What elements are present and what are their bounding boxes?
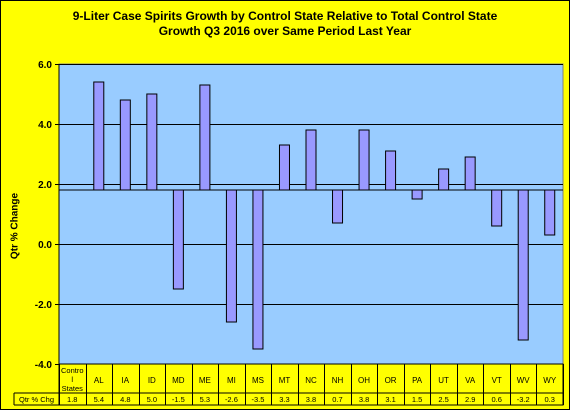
chart-title-line-1: 9-Liter Case Spirits Growth by Control S…	[72, 9, 498, 23]
data-value-label: 0.7	[332, 395, 342, 404]
x-category-label: MT	[279, 376, 291, 385]
bar-ms	[252, 189, 264, 350]
data-value-label: 5.4	[94, 395, 104, 404]
data-value-label: 4.8	[120, 395, 130, 404]
bar-ia	[119, 99, 131, 191]
x-category-label: OH	[358, 376, 370, 385]
data-table	[58, 363, 564, 406]
data-value-label: 3.3	[279, 395, 289, 404]
bar-nc	[305, 129, 317, 191]
data-value-label: 3.8	[359, 395, 369, 404]
x-category-label: AL	[94, 376, 104, 385]
data-value-label: -2.6	[225, 395, 238, 404]
data-value-label: 0.6	[491, 395, 501, 404]
data-value-label: -3.2	[517, 395, 530, 404]
x-category-label: ME	[199, 376, 211, 385]
x-category-label: VT	[492, 376, 502, 385]
data-value-label: 3.8	[306, 395, 316, 404]
data-value-label: 2.9	[465, 395, 475, 404]
bar-wy	[544, 189, 556, 236]
data-table-row-label: Qtr % Chg	[19, 395, 54, 404]
y-tick-label: 4.0	[38, 120, 52, 131]
x-category-label: WY	[543, 376, 557, 385]
chart-title-line-2: Growth Q3 2016 over Same Period Last Yea…	[158, 24, 412, 38]
x-category-label: MI	[227, 376, 236, 385]
bar-mt	[278, 144, 290, 191]
data-value-label: 5.0	[147, 395, 157, 404]
control-states-category-label: Contro	[61, 366, 84, 375]
y-tick-label: -4.0	[35, 360, 53, 371]
x-category-label: UT	[438, 376, 449, 385]
chart-title: 9-Liter Case Spirits Growth by Control S…	[1, 9, 569, 39]
plot-area	[58, 63, 564, 365]
y-tick-label: 0.0	[38, 240, 52, 251]
x-category-label: OR	[385, 376, 397, 385]
bar-me	[199, 84, 211, 191]
x-category-label: PA	[412, 376, 423, 385]
control-states-category-label: States	[62, 384, 84, 393]
x-category-label: ID	[148, 376, 156, 385]
y-tick-label: -2.0	[35, 300, 53, 311]
x-category-label: VA	[465, 376, 476, 385]
x-category-label: MS	[252, 376, 264, 385]
control-states-value-label: 1.8	[67, 395, 77, 404]
data-value-label: 1.5	[412, 395, 422, 404]
bar-id	[146, 93, 158, 191]
bar-pa	[411, 189, 423, 200]
data-value-label: 5.3	[200, 395, 210, 404]
bar-ut	[438, 168, 450, 191]
bar-mi	[225, 189, 237, 323]
bar-al	[93, 81, 105, 191]
data-value-label: 3.1	[385, 395, 395, 404]
x-category-label: IA	[122, 376, 130, 385]
data-value-label: -1.5	[172, 395, 185, 404]
bar-nh	[332, 189, 344, 224]
bar-va	[464, 156, 476, 191]
x-category-label: MD	[172, 376, 185, 385]
data-value-label: 0.3	[545, 395, 555, 404]
control-states-category-label: l	[71, 375, 73, 384]
x-category-label: WV	[517, 376, 531, 385]
bar-vt	[491, 189, 503, 227]
x-category-label: NH	[332, 376, 344, 385]
y-tick-label: 6.0	[38, 60, 52, 71]
x-category-label: NC	[305, 376, 317, 385]
data-value-label: 2.5	[438, 395, 448, 404]
bar-or	[385, 150, 397, 191]
y-tick-label: 2.0	[38, 180, 52, 191]
bar-md	[172, 189, 184, 290]
bar-oh	[358, 129, 370, 191]
bar-wv	[517, 189, 529, 341]
data-value-label: -3.5	[251, 395, 264, 404]
